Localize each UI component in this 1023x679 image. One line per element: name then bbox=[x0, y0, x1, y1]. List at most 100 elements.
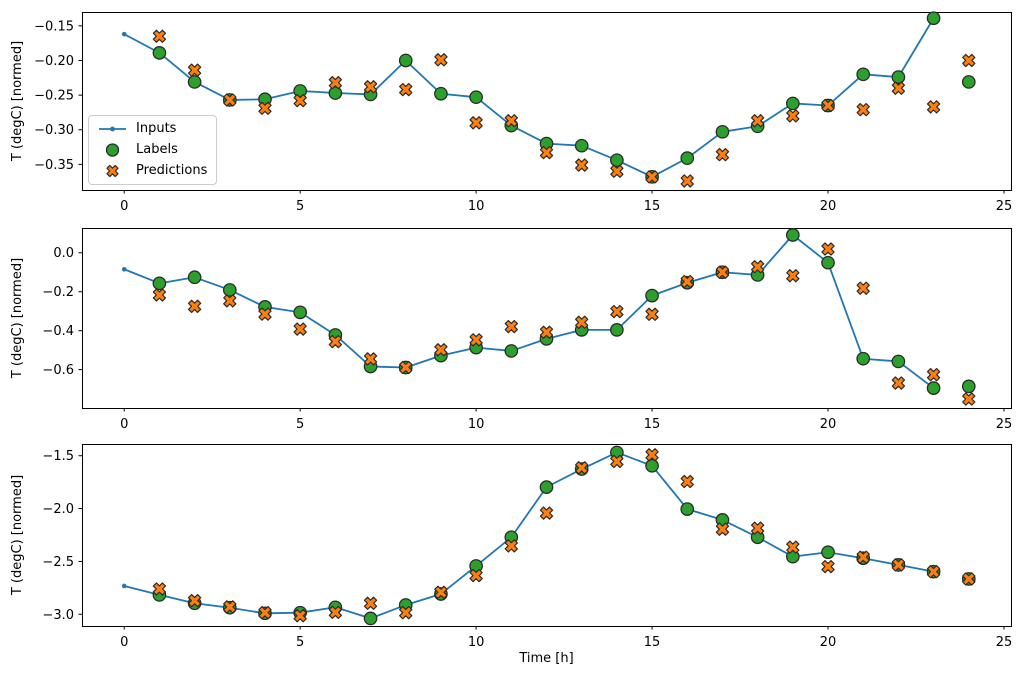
label-circle-marker bbox=[504, 344, 519, 358]
prediction-x-marker bbox=[750, 260, 765, 274]
x-tick-label: 10 bbox=[468, 635, 485, 650]
prediction-x-marker bbox=[891, 558, 906, 572]
label-circle-marker bbox=[398, 53, 413, 68]
x-tick-label: 20 bbox=[820, 199, 837, 214]
prediction-x-marker bbox=[152, 582, 167, 596]
y-axis-label: T (degC) [normed] bbox=[10, 475, 25, 596]
x-tick-label: 15 bbox=[644, 635, 661, 650]
subplot-1: 0 5 10 15 20 25 −0.15 −0.20 −0.25 −0.30 −0.35 T (de… bbox=[10, 11, 1013, 214]
label-circle-marker bbox=[469, 90, 483, 105]
prediction-x-marker bbox=[821, 242, 835, 256]
label-circle-marker bbox=[891, 354, 906, 369]
prediction-x-marker bbox=[610, 454, 624, 469]
prediction-x-marker bbox=[856, 550, 870, 564]
prediction-x-marker bbox=[328, 75, 343, 90]
prediction-x-marker bbox=[962, 53, 976, 68]
x-tick-label: 0 bbox=[120, 417, 128, 432]
prediction-x-marker bbox=[786, 540, 800, 554]
x-tick-label: 10 bbox=[468, 417, 485, 432]
label-circle-marker bbox=[785, 228, 800, 242]
prediction-x-marker bbox=[575, 461, 589, 475]
label-circle-marker bbox=[328, 86, 343, 100]
prediction-x-marker bbox=[962, 392, 976, 406]
prediction-x-marker bbox=[610, 164, 624, 178]
prediction-x-marker bbox=[926, 368, 941, 382]
labels-series bbox=[152, 11, 976, 184]
x-tick-label: 25 bbox=[996, 635, 1013, 650]
prediction-x-marker bbox=[293, 609, 307, 623]
y-tick-label: −2.0 bbox=[42, 502, 74, 517]
prediction-x-marker bbox=[293, 322, 307, 336]
prediction-x-marker bbox=[152, 288, 167, 302]
prediction-x-marker bbox=[363, 596, 378, 610]
legend: Inputs Labels Predictions bbox=[88, 115, 217, 185]
prediction-x-marker bbox=[469, 116, 483, 130]
x-tick-label: 15 bbox=[644, 417, 661, 432]
labels-series bbox=[152, 228, 976, 395]
label-circle-marker bbox=[293, 305, 308, 320]
legend-item-labels: Labels bbox=[97, 140, 208, 160]
prediction-x-marker bbox=[504, 319, 518, 334]
axes-frame bbox=[82, 444, 1012, 627]
prediction-x-marker bbox=[786, 269, 800, 283]
prediction-x-marker bbox=[258, 101, 272, 115]
prediction-x-marker bbox=[750, 521, 765, 535]
prediction-x-marker bbox=[610, 304, 624, 319]
prediction-x-marker bbox=[258, 307, 272, 321]
label-circle-marker bbox=[680, 151, 695, 165]
subplot-2: 0 5 10 15 20 25 0.0 −0.2 −0.4 −0.6 T (degC) [norme… bbox=[10, 228, 1013, 432]
prediction-x-marker bbox=[399, 360, 413, 375]
prediction-x-marker bbox=[926, 100, 941, 114]
label-circle-marker bbox=[926, 381, 941, 395]
prediction-x-marker bbox=[539, 325, 554, 339]
x-tick-label: 10 bbox=[468, 199, 485, 214]
input-dot-marker bbox=[121, 266, 127, 272]
prediction-x-marker bbox=[328, 334, 343, 349]
prediction-x-marker bbox=[328, 605, 343, 620]
y-axis-label: T (degC) [normed] bbox=[10, 258, 25, 379]
label-circle-marker bbox=[645, 288, 659, 303]
inputs-series bbox=[121, 450, 936, 621]
y-axis-label: T (degC) [normed] bbox=[10, 41, 25, 162]
prediction-x-marker bbox=[891, 376, 906, 390]
prediction-x-marker bbox=[187, 63, 202, 77]
x-tick-label: 15 bbox=[644, 199, 661, 214]
x-axis-label: Time [h] bbox=[518, 651, 573, 666]
y-tick-label: 0.0 bbox=[53, 246, 74, 261]
legend-item-inputs: Inputs bbox=[97, 119, 208, 139]
label-circle-marker bbox=[961, 379, 976, 394]
inputs-line bbox=[124, 451, 934, 620]
prediction-x-marker bbox=[434, 585, 448, 599]
prediction-x-marker bbox=[891, 81, 906, 95]
label-circle-marker bbox=[961, 75, 976, 89]
label-circle-marker bbox=[363, 611, 378, 626]
prediction-x-marker bbox=[187, 593, 202, 608]
prediction-x-marker bbox=[575, 158, 589, 172]
label-circle-marker bbox=[152, 46, 167, 60]
x-tick-label: 25 bbox=[996, 417, 1013, 432]
prediction-x-marker bbox=[750, 114, 765, 128]
prediction-x-marker bbox=[469, 568, 483, 583]
prediction-x-marker bbox=[434, 343, 448, 357]
prediction-x-marker bbox=[469, 333, 483, 347]
prediction-x-marker bbox=[962, 572, 976, 586]
prediction-x-marker bbox=[786, 109, 800, 123]
prediction-x-marker bbox=[504, 114, 518, 128]
predictions-series bbox=[152, 29, 976, 188]
y-tick-label: −0.6 bbox=[42, 363, 74, 378]
prediction-x-marker bbox=[434, 53, 448, 67]
y-tick-label: −0.30 bbox=[34, 123, 74, 138]
prediction-x-marker bbox=[821, 559, 835, 574]
x-tick-label: 5 bbox=[296, 199, 304, 214]
label-circle-marker bbox=[856, 67, 871, 82]
label-circle-marker bbox=[187, 75, 202, 89]
label-circle-marker bbox=[645, 458, 659, 473]
x-tick-label: 25 bbox=[996, 199, 1013, 214]
inputs-line bbox=[123, 234, 935, 389]
label-circle-marker bbox=[926, 11, 941, 26]
input-dot-marker bbox=[121, 583, 127, 589]
line-with-dot-icon bbox=[99, 126, 126, 132]
label-circle-marker bbox=[222, 283, 237, 297]
